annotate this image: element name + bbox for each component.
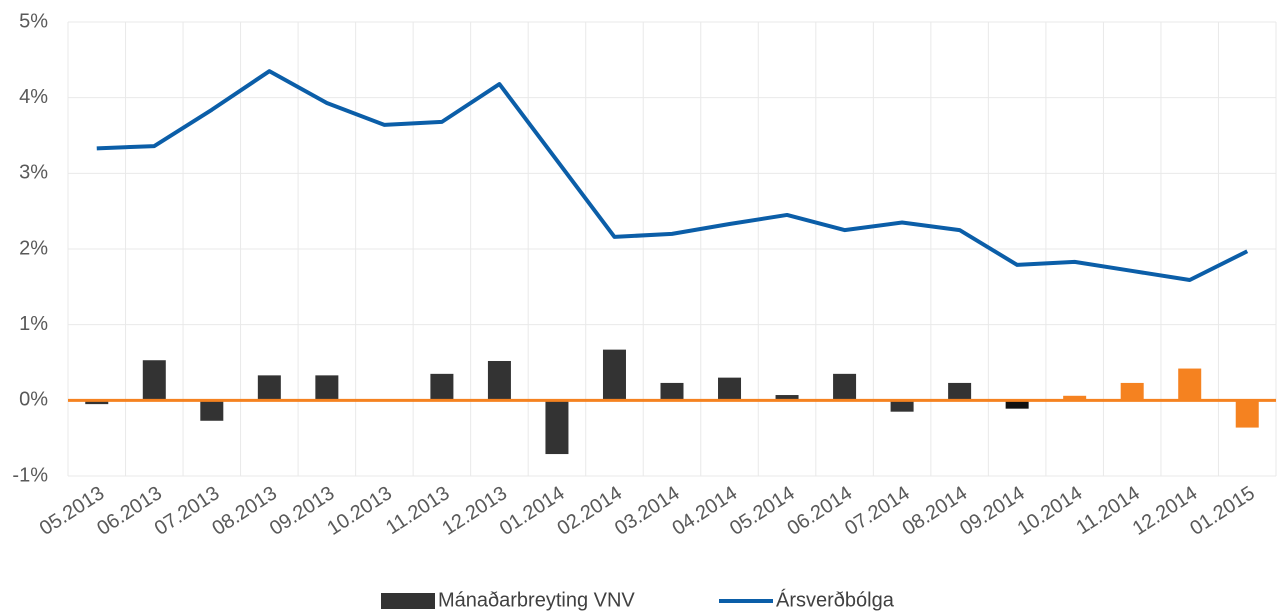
x-tick-label: 03.2014 [611,482,684,540]
y-tick-label: -1% [12,464,48,486]
bar [545,400,569,455]
x-tick-label: 01.2015 [1186,482,1259,540]
legend-label: Ársverðbólga [776,588,895,611]
x-tick-label: 12.2013 [438,482,511,540]
x-tick-label: 11.2014 [1072,482,1143,539]
x-tick-label: 05.2013 [36,482,109,540]
x-tick-label: 04.2014 [669,482,742,540]
bar [257,375,281,401]
x-tick-label: 01.2014 [496,482,569,540]
x-tick-label: 08.2014 [899,482,972,540]
y-tick-label: 1% [19,313,48,335]
bar [200,400,224,421]
bar [660,382,684,401]
y-tick-label: 3% [19,162,48,184]
y-tick-label: 2% [19,237,48,259]
bar [1005,400,1029,409]
x-tick-label: 06.2014 [784,482,857,540]
bar [487,360,511,401]
bar [1178,368,1202,401]
x-tick-label: 09.2014 [956,482,1029,540]
x-tick-label: 07.2014 [841,482,914,540]
x-tick-label: 06.2013 [93,482,166,540]
x-tick-label: 12.2014 [1129,482,1202,540]
x-tick-label: 02.2014 [553,482,626,540]
bar [430,373,454,401]
x-tick-label: 09.2013 [266,482,339,540]
bar [1235,400,1259,428]
bar [1120,382,1144,401]
x-tick-label: 05.2014 [726,482,799,540]
bar [85,400,109,405]
bar [718,377,742,401]
legend-swatch [381,593,435,609]
x-tick-label: 10.2013 [323,482,396,540]
bar [602,349,626,401]
bar [948,382,972,401]
x-tick-label: 10.2014 [1014,482,1087,540]
y-tick-label: 0% [19,389,48,411]
bar [833,373,857,401]
y-tick-label: 5% [19,10,48,32]
bar [1063,395,1087,401]
x-tick-label: 07.2013 [151,482,224,540]
y-tick-label: 4% [19,86,48,108]
bar [315,375,339,401]
line [96,69,1249,283]
bar [142,360,166,401]
x-tick-label: 11.2013 [382,482,453,539]
bar [775,395,799,401]
x-tick-label: 08.2013 [208,482,281,540]
bar [890,400,914,412]
legend-label: Mánaðarbreyting VNV [438,589,635,611]
